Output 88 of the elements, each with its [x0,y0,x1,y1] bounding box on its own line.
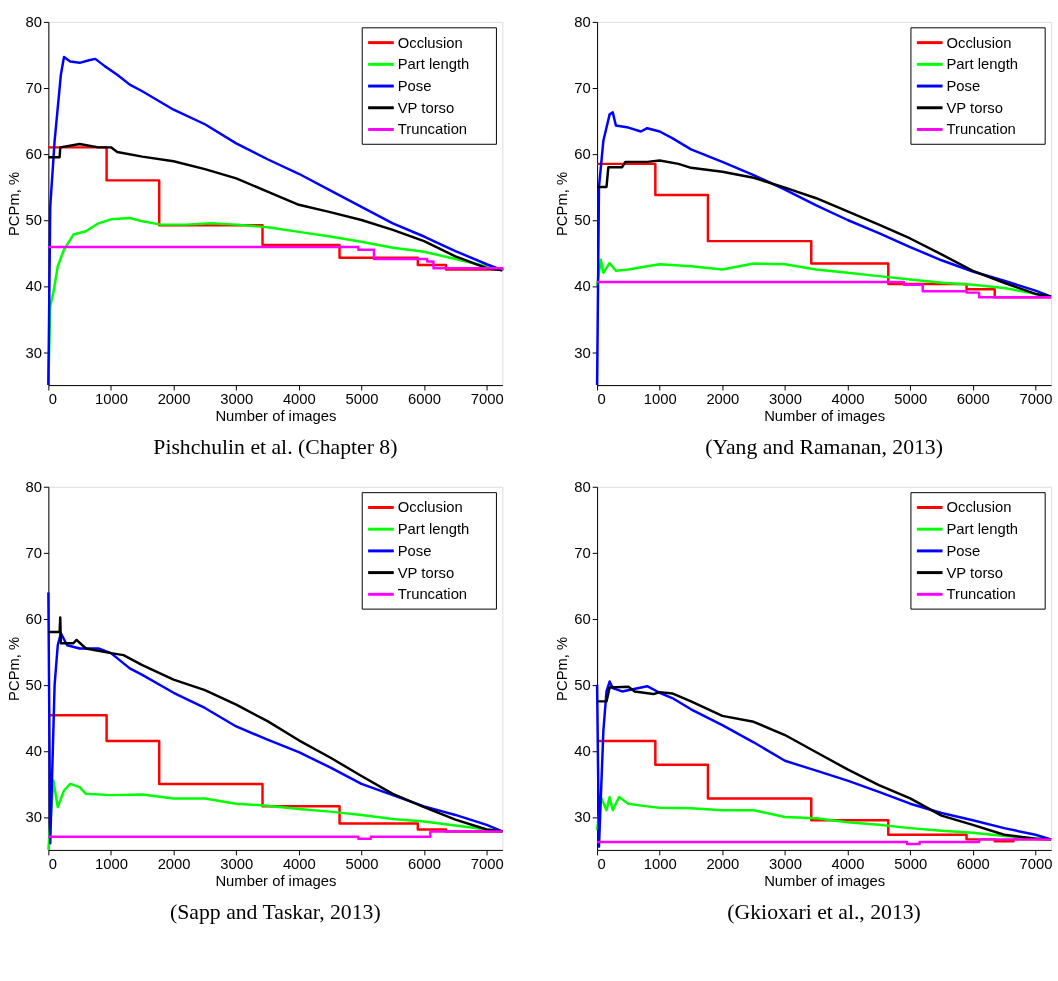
y-tick-label: 50 [25,212,42,229]
x-tick-label: 6000 [956,391,990,408]
legend-label: Truncation [397,586,468,603]
legend-label: Truncation [946,586,1016,603]
legend-label: Part length [397,521,470,538]
x-tick-label: 7000 [470,856,504,873]
x-tick-label: 5000 [894,856,928,873]
legend-label: Pose [397,542,432,559]
x-tick-label: 6000 [956,856,990,873]
x-tick-label: 5000 [345,391,379,408]
text: (Gkioxari et al., 2013) [727,900,921,925]
x-tick-label: 6000 [408,856,442,873]
x-tick-label: 3000 [220,391,254,408]
x-tick-label: 4000 [282,391,316,408]
y-tick-label: 40 [574,743,591,760]
x-tick-label: 4000 [831,856,865,873]
y-tick-label: 30 [25,344,42,361]
y-tick-label: 70 [25,545,42,562]
legend-label: Occlusion [397,499,463,516]
x-tick-label: 2000 [706,856,740,873]
legend-label: Occlusion [946,34,1012,51]
legend-label: Occlusion [397,34,463,51]
x-tick-label: 1000 [643,391,677,408]
y-tick-label: 60 [25,146,42,163]
x-axis-title: Number of images [764,872,886,889]
x-tick-label: 0 [597,856,606,873]
legend-label: Part length [397,56,470,73]
legend-label: Truncation [946,121,1016,138]
legend-label: Part length [946,56,1019,73]
y-tick-label: 60 [574,611,591,628]
text: Pishchulin et al. (Chapter 8) [153,435,398,460]
x-tick-label: 7000 [470,391,504,408]
y-tick-label: 70 [574,80,591,97]
y-tick-label: 30 [574,344,591,361]
y-tick-label: 40 [574,278,591,295]
y-tick-label: 40 [25,278,42,295]
x-tick-label: 6000 [408,391,442,408]
x-tick-label: 7000 [1019,856,1053,873]
y-tick-label: 50 [25,677,42,694]
legend-label: Occlusion [946,499,1012,516]
x-tick-label: 0 [48,391,58,408]
x-tick-label: 4000 [282,856,316,873]
x-tick-label: 1000 [95,856,128,873]
y-axis-title: PCPm, % [5,636,22,701]
y-tick-label: 80 [25,479,42,496]
x-tick-label: 3000 [768,391,802,408]
x-tick-label: 3000 [220,856,254,873]
x-axis-title: Number of images [764,408,886,425]
y-tick-label: 30 [574,809,591,826]
y-tick-label: 70 [574,545,591,562]
legend-label: Pose [946,77,981,94]
x-tick-label: 5000 [894,391,928,408]
x-tick-label: 3000 [768,856,802,873]
y-tick-label: 30 [25,809,42,826]
x-tick-label: 0 [48,856,58,873]
x-axis-title: Number of images [215,872,337,889]
x-tick-label: 4000 [831,391,865,408]
legend-label: VP torso [946,99,1003,116]
y-axis-title: PCPm, % [554,636,571,701]
text: (Sapp and Taskar, 2013) [170,900,381,925]
y-tick-label: 40 [25,743,42,760]
legend-label: Pose [946,542,981,559]
x-tick-label: 0 [597,391,606,408]
x-tick-label: 5000 [345,856,379,873]
x-tick-label: 1000 [95,391,128,408]
x-axis-title: Number of images [215,408,337,425]
x-tick-label: 7000 [1019,391,1053,408]
x-tick-label: 2000 [706,391,740,408]
y-tick-label: 50 [574,212,591,229]
legend-label: Pose [397,77,432,94]
y-axis-title: PCPm, % [554,171,571,237]
y-tick-label: 80 [25,14,42,31]
y-tick-label: 70 [25,80,42,97]
text: (Yang and Ramanan, 2013) [705,435,943,460]
y-tick-label: 50 [574,677,591,694]
x-tick-label: 1000 [643,856,677,873]
legend-label: VP torso [946,564,1003,581]
y-tick-label: 60 [574,146,591,163]
legend-label: VP torso [397,564,455,581]
legend-label: Truncation [397,121,468,138]
y-tick-label: 80 [574,479,591,496]
y-tick-label: 60 [25,611,42,628]
y-tick-label: 80 [574,14,591,31]
x-tick-label: 2000 [157,856,191,873]
legend-label: VP torso [397,99,455,116]
y-axis-title: PCPm, % [5,171,22,237]
legend-label: Part length [946,521,1019,538]
x-tick-label: 2000 [157,391,191,408]
